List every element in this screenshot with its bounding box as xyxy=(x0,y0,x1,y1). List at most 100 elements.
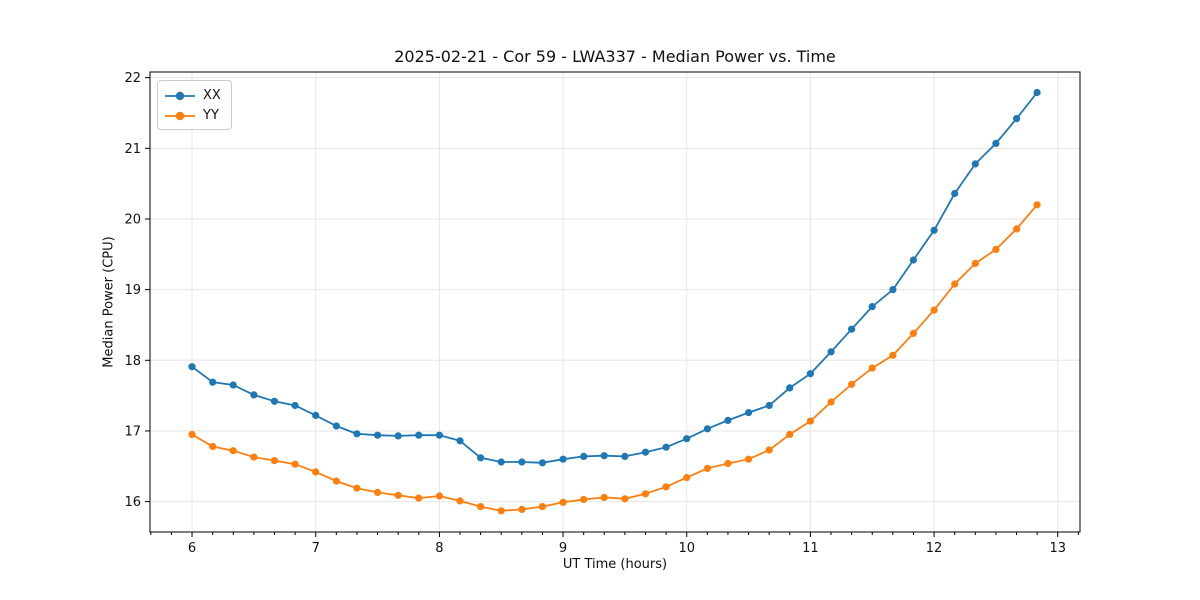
y-tick-label: 19 xyxy=(124,283,141,298)
series-XX-marker xyxy=(353,430,361,438)
series-XX-marker xyxy=(951,189,959,198)
series-XX-marker xyxy=(765,401,773,410)
series-XX-marker xyxy=(1033,88,1041,97)
series-YY-line xyxy=(191,204,1038,512)
series-YY-marker xyxy=(229,447,237,455)
legend-label-xx: XX xyxy=(203,87,221,103)
series-XX-marker xyxy=(456,437,464,445)
x-tick-label: 8 xyxy=(435,541,443,556)
x-tick-label: 12 xyxy=(926,541,943,556)
legend: XX YY xyxy=(157,80,232,130)
series-YY-marker xyxy=(971,259,979,268)
series-XX-marker xyxy=(806,370,815,378)
legend-item-yy: YY xyxy=(165,105,221,125)
series-XX-marker xyxy=(518,458,526,466)
series-YY-marker xyxy=(580,495,588,504)
series-YY-marker xyxy=(683,474,691,482)
series-XX-marker xyxy=(415,431,423,439)
series-XX-marker xyxy=(188,363,196,371)
y-tick-label: 17 xyxy=(124,424,141,439)
series-XX-marker xyxy=(909,256,918,264)
series-YY-marker xyxy=(1033,201,1041,209)
series-YY-marker xyxy=(477,503,485,511)
series-YY-marker xyxy=(765,446,773,454)
chart-title: 2025-02-21 - Cor 59 - LWA337 - Median Po… xyxy=(394,47,836,66)
series-YY-marker xyxy=(435,492,443,500)
x-tick-label: 9 xyxy=(559,541,567,556)
series-XX-marker xyxy=(435,431,443,439)
series-XX-marker xyxy=(786,384,794,392)
yy-line-marker-icon xyxy=(165,108,195,122)
series-XX-marker xyxy=(538,459,547,467)
series-YY-marker xyxy=(270,457,279,465)
series-XX-marker xyxy=(724,416,732,424)
series-YY-marker xyxy=(353,484,361,492)
y-tick-label: 20 xyxy=(124,212,141,227)
series-XX-marker xyxy=(250,391,258,399)
series-XX-marker xyxy=(312,411,320,419)
series-YY-marker xyxy=(188,430,196,439)
series-XX-marker xyxy=(745,409,753,417)
series-XX-marker xyxy=(477,454,485,462)
x-tick-label: 11 xyxy=(802,541,819,556)
xx-line-marker-icon xyxy=(165,88,195,102)
series-YY-marker xyxy=(889,351,897,359)
series-XX-marker xyxy=(374,431,382,439)
series-XX-marker xyxy=(229,381,237,389)
series-XX-marker xyxy=(559,455,567,463)
series-XX-marker xyxy=(580,452,588,460)
series-YY-marker xyxy=(456,497,464,505)
series-YY-marker xyxy=(724,459,732,468)
series-XX-line xyxy=(191,91,1038,464)
series-XX-marker xyxy=(662,443,670,451)
series-YY-marker xyxy=(992,245,1000,253)
series-XX-marker xyxy=(683,435,691,443)
y-tick-label: 16 xyxy=(124,495,141,510)
series-XX-marker xyxy=(621,452,629,460)
series-YY-marker xyxy=(745,455,753,463)
series-YY-marker xyxy=(559,498,567,506)
series-XX-marker xyxy=(600,452,608,460)
series-XX-marker xyxy=(497,458,505,466)
x-tick-label: 7 xyxy=(312,541,320,556)
series-YY-marker xyxy=(518,505,526,513)
series-YY-marker xyxy=(312,468,320,476)
series-YY-marker xyxy=(909,329,918,337)
series-XX-marker xyxy=(291,401,299,410)
legend-label-yy: YY xyxy=(203,107,219,123)
series-YY-marker xyxy=(497,507,505,515)
series-YY-marker xyxy=(951,280,959,288)
series-XX-marker xyxy=(930,226,938,234)
series-XX-marker xyxy=(971,160,979,168)
series-YY-marker xyxy=(806,417,815,425)
series-YY-marker xyxy=(868,364,876,372)
series-XX-marker xyxy=(1013,115,1021,123)
y-tick-label: 18 xyxy=(124,354,141,369)
series-YY-marker xyxy=(848,380,856,388)
series-XX-marker xyxy=(703,425,712,433)
series-YY-marker xyxy=(394,491,402,499)
series-XX-marker xyxy=(868,303,876,311)
series-YY-marker xyxy=(415,494,423,502)
series-YY-marker xyxy=(250,453,258,461)
axes-spines xyxy=(149,71,1081,533)
series-XX-marker xyxy=(889,286,897,294)
series-XX-marker xyxy=(641,448,650,456)
y-tick-label: 22 xyxy=(124,71,141,86)
series-YY-marker xyxy=(621,495,629,503)
series-XX-marker xyxy=(848,325,856,333)
series-YY-marker xyxy=(538,503,547,511)
series-YY-marker xyxy=(641,490,650,498)
series-XX-marker xyxy=(209,378,217,386)
series-YY-marker xyxy=(930,306,938,314)
series-YY-marker xyxy=(1013,225,1021,233)
series-XX-marker xyxy=(394,432,402,440)
x-tick-label: 10 xyxy=(678,541,695,556)
series-YY-marker xyxy=(786,430,794,439)
series-YY-marker xyxy=(291,460,299,468)
series-YY-marker xyxy=(662,483,670,491)
series-YY-marker xyxy=(703,464,712,472)
series-YY-marker xyxy=(374,488,382,496)
series-XX-marker xyxy=(270,397,279,405)
